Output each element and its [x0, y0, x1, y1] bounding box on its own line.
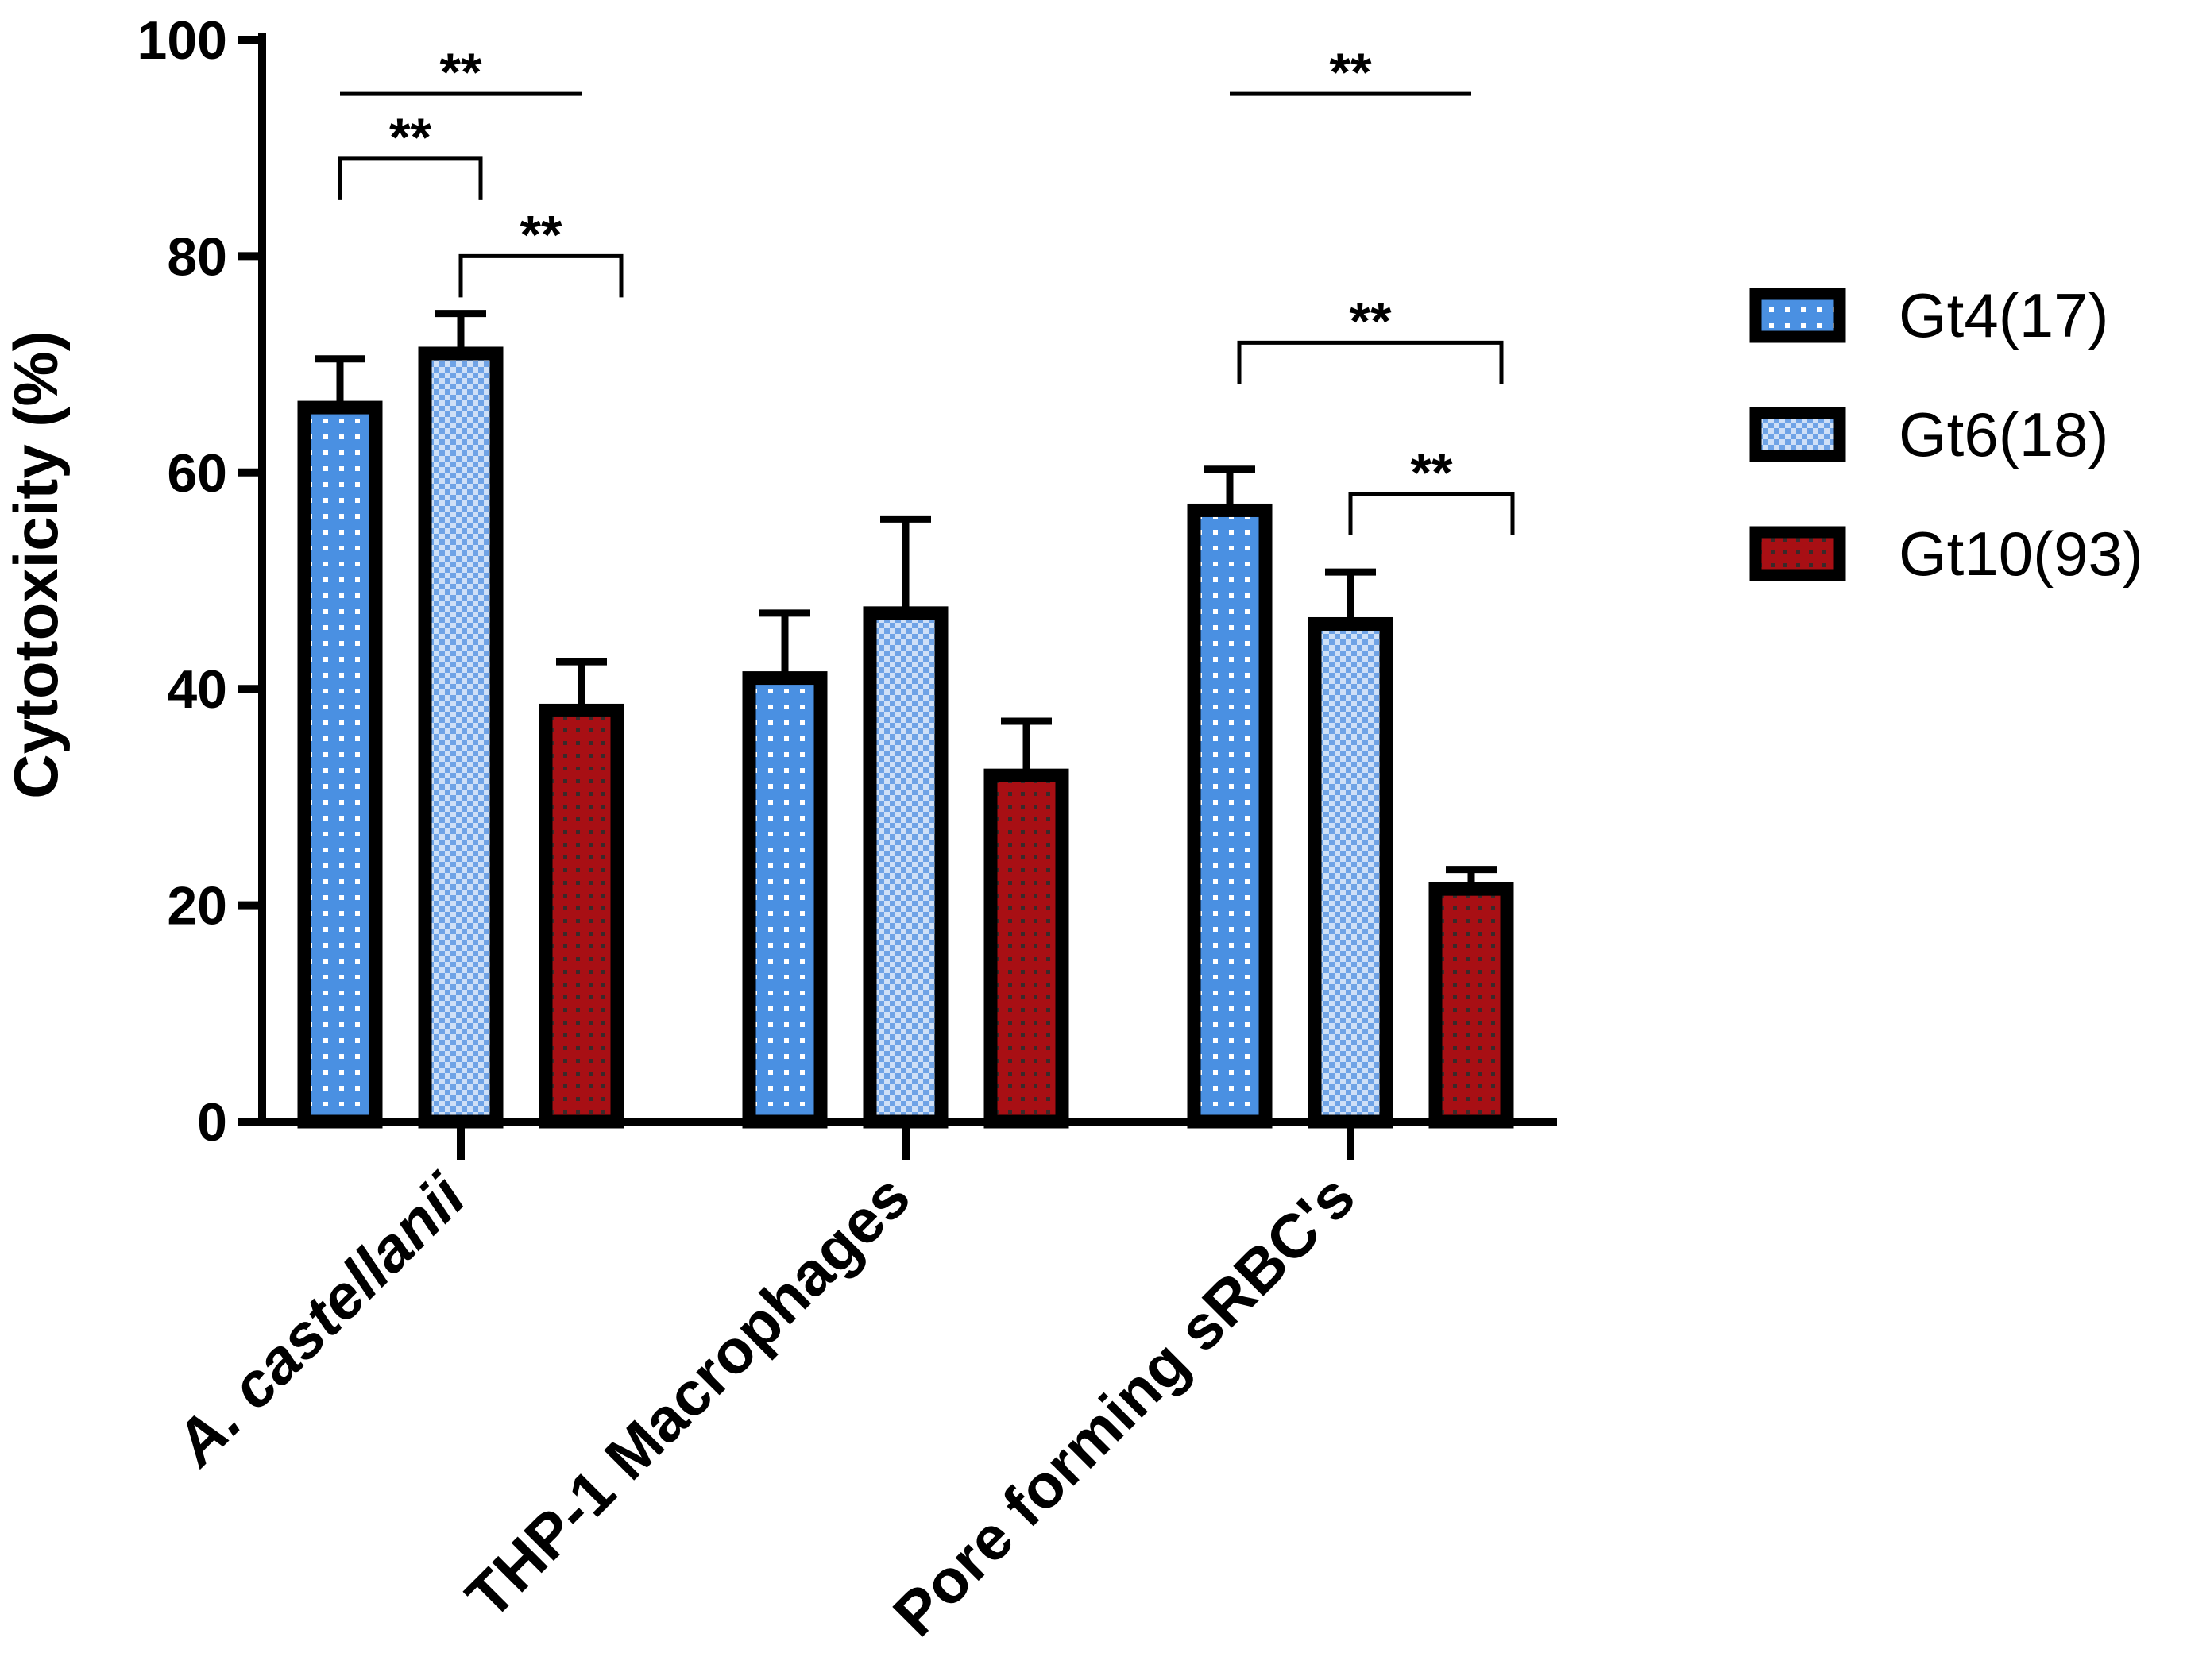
bar-0-0 [297, 400, 383, 1129]
sig-label-5: ** [1411, 442, 1453, 503]
x-category-label-2: Pore forming sRBC's [879, 1161, 1368, 1650]
y-tick-label-80: 80 [167, 226, 227, 287]
sig-bracket-5 [1348, 492, 1515, 536]
bar-2-1 [983, 768, 1069, 1129]
y-tick-label-100: 100 [137, 10, 227, 71]
legend-swatch-0 [1749, 288, 1846, 343]
bar-1-1 [863, 606, 949, 1129]
legend-swatch-2 [1749, 526, 1846, 581]
x-category-label-0: A. castellanii [160, 1161, 479, 1480]
sig-bracket-2 [458, 253, 624, 298]
bar-1-2 [1308, 616, 1393, 1129]
y-tick-label-20: 20 [167, 876, 227, 937]
y-tick-label-60: 60 [167, 443, 227, 504]
legend-label-1: Gt6(18) [1899, 400, 2108, 469]
bar-2-0 [539, 703, 624, 1129]
sig-label-4: ** [1350, 291, 1392, 351]
bar-0-2 [1187, 503, 1273, 1129]
legend-swatch-1 [1749, 407, 1846, 462]
legend-label-2: Gt10(93) [1899, 519, 2143, 589]
sig-label-0: ** [440, 42, 482, 102]
bar-0-1 [742, 671, 828, 1129]
y-tick-label-0: 0 [197, 1092, 227, 1153]
sig-bracket-4 [1237, 340, 1504, 384]
y-tick-label-40: 40 [167, 659, 227, 720]
x-category-label-1: THP-1 Macrophages [453, 1161, 923, 1632]
bar-2-2 [1428, 882, 1514, 1129]
y-axis-title: Cytotoxicity (%) [1, 330, 71, 798]
sig-label-2: ** [520, 204, 562, 265]
sig-bracket-1 [338, 156, 483, 200]
legend-label-0: Gt4(17) [1899, 280, 2108, 350]
bar-1-0 [418, 346, 504, 1129]
sig-label-3: ** [1330, 42, 1372, 102]
sig-label-1: ** [389, 107, 431, 168]
